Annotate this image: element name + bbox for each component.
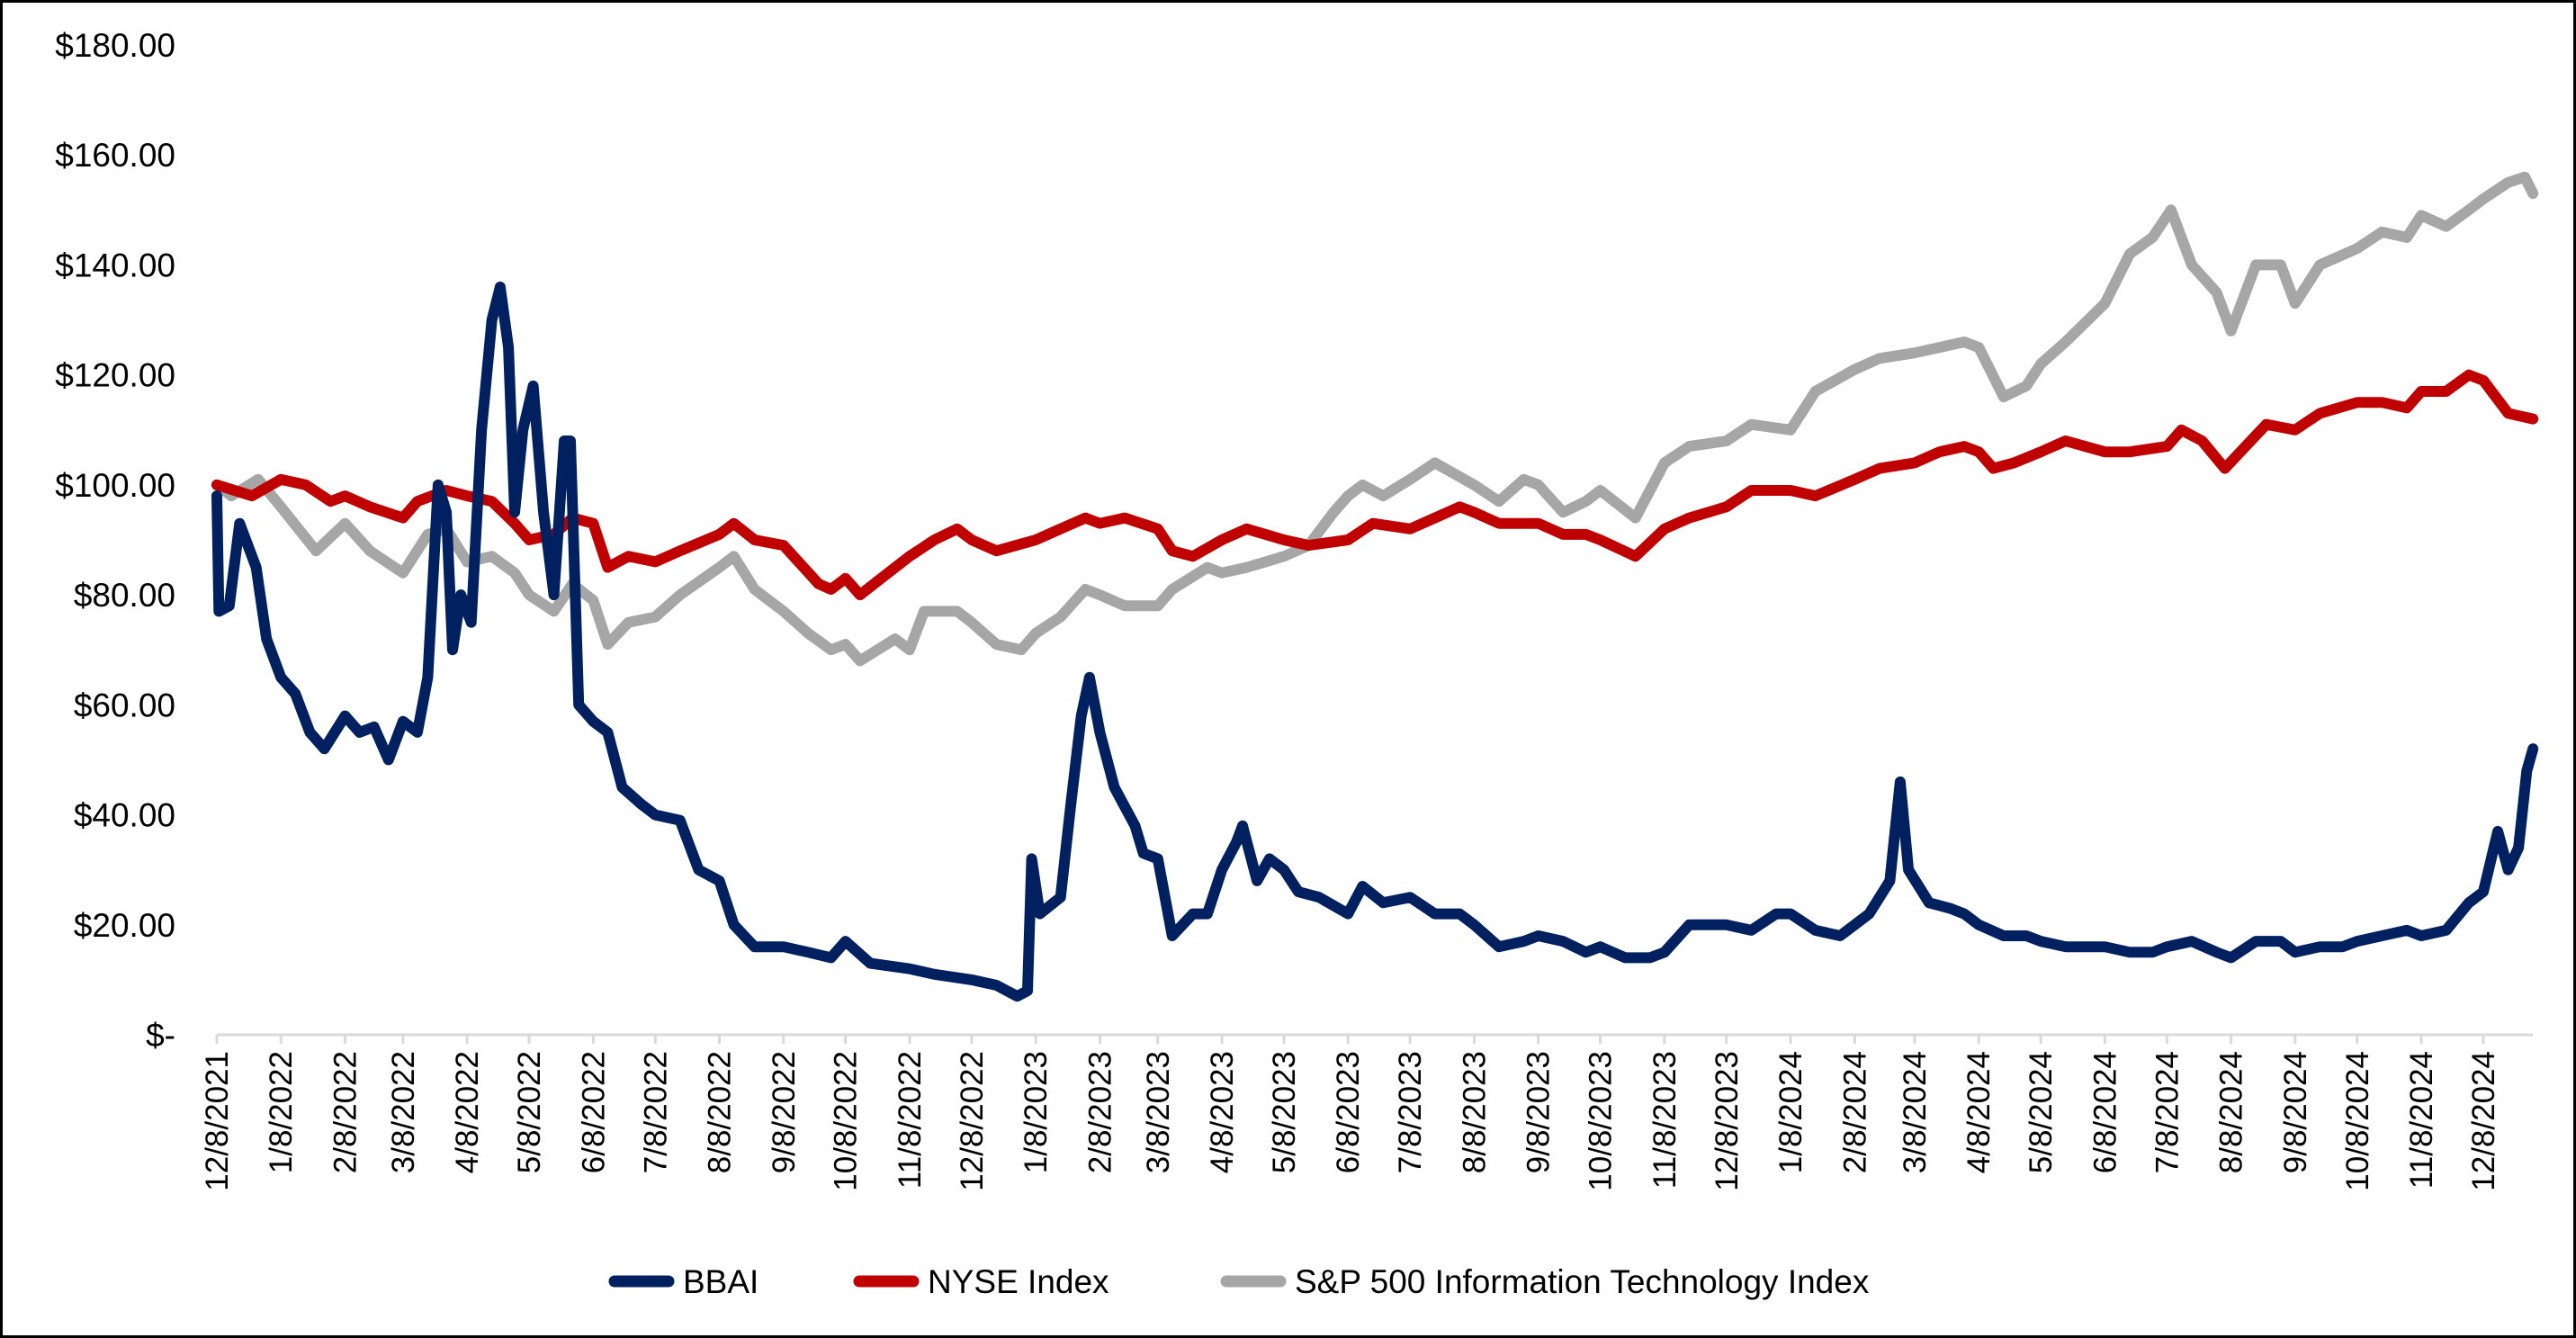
x-tick-label: 2/8/2024 (1837, 1051, 1872, 1173)
y-tick-label: $40.00 (74, 797, 175, 834)
legend-label: S&P 500 Information Technology Index (1295, 1263, 1870, 1300)
x-axis: 12/8/2021 1/8/2022 2/8/2022 3/8/2022 4/8/202… (200, 1033, 2533, 1191)
y-tick-label: $- (146, 1017, 175, 1054)
x-tick-label: 11/8/2022 (893, 1051, 928, 1189)
x-tick-label: 5/8/2024 (2024, 1051, 2059, 1173)
legend-label: NYSE Index (928, 1263, 1109, 1300)
x-tick-label: 9/8/2024 (2278, 1051, 2313, 1173)
x-tick-label: 5/8/2023 (1267, 1051, 1302, 1173)
x-tick-label: 3/8/2022 (386, 1051, 421, 1173)
x-tick-label: 2/8/2023 (1082, 1051, 1117, 1173)
x-tick-label: 1/8/2022 (264, 1051, 299, 1173)
x-tick-label: 4/8/2022 (450, 1051, 485, 1173)
x-tick-label: 12/8/2023 (1710, 1051, 1745, 1191)
y-tick-label: $60.00 (74, 687, 175, 723)
x-tick-label: 6/8/2023 (1331, 1051, 1366, 1173)
x-tick-label: 11/8/2024 (2404, 1051, 2439, 1189)
series-lines (211, 171, 2539, 1002)
x-tick-label: 3/8/2023 (1141, 1051, 1176, 1173)
x-tick-label: 10/8/2023 (1584, 1051, 1619, 1191)
x-tick-label: 12/8/2021 (200, 1051, 235, 1191)
series-line-bbai (211, 281, 2539, 1002)
x-tick-label: 12/8/2024 (2466, 1051, 2501, 1191)
x-tick-label: 7/8/2023 (1393, 1051, 1428, 1173)
y-axis: $- $20.00 $40.00 $60.00 $80.00 $100.00 $120.00… (55, 27, 175, 1054)
line-chart: $- $20.00 $40.00 $60.00 $80.00 $100.00 $120.00… (55, 27, 2539, 1300)
x-tick-label: 3/8/2024 (1898, 1051, 1933, 1173)
x-tick-label: 9/8/2023 (1521, 1051, 1557, 1173)
x-tick-label: 7/8/2022 (638, 1051, 673, 1173)
series-line-s-p-500-information-technology-index (211, 171, 2539, 667)
y-tick-label: $140.00 (55, 247, 175, 283)
x-tick-label: 4/8/2023 (1205, 1051, 1240, 1173)
y-tick-label: $80.00 (74, 577, 175, 614)
x-tick-label: 11/8/2023 (1647, 1051, 1683, 1189)
x-tick-label: 6/8/2022 (576, 1051, 611, 1173)
y-tick-label: $160.00 (55, 137, 175, 174)
x-tick-label: 8/8/2022 (703, 1051, 738, 1173)
x-tick-label: 6/8/2024 (2087, 1051, 2123, 1173)
x-tick-label: 10/8/2022 (829, 1051, 864, 1191)
y-tick-label: $20.00 (74, 907, 175, 944)
legend-label: BBAI (683, 1263, 758, 1300)
x-tick-label: 8/8/2024 (2214, 1051, 2249, 1173)
x-tick-label: 1/8/2023 (1019, 1051, 1054, 1173)
x-tick-label: 2/8/2022 (328, 1051, 363, 1173)
x-tick-label: 7/8/2024 (2150, 1051, 2185, 1173)
y-tick-label: $120.00 (55, 357, 175, 394)
x-tick-label: 4/8/2024 (1961, 1051, 1997, 1173)
legend: BBAI NYSE Index S&P 500 Information Techno… (608, 1263, 1870, 1300)
series-line-nyse-index (211, 369, 2539, 601)
y-tick-label: $100.00 (55, 467, 175, 504)
x-tick-label: 12/8/2022 (955, 1051, 990, 1191)
x-tick-label: 9/8/2022 (767, 1051, 802, 1173)
x-tick-label: 10/8/2024 (2340, 1051, 2375, 1191)
x-tick-label: 1/8/2024 (1773, 1051, 1809, 1173)
y-tick-label: $180.00 (55, 27, 175, 64)
x-tick-label: 5/8/2022 (512, 1051, 547, 1173)
x-tick-label: 8/8/2023 (1457, 1051, 1492, 1173)
